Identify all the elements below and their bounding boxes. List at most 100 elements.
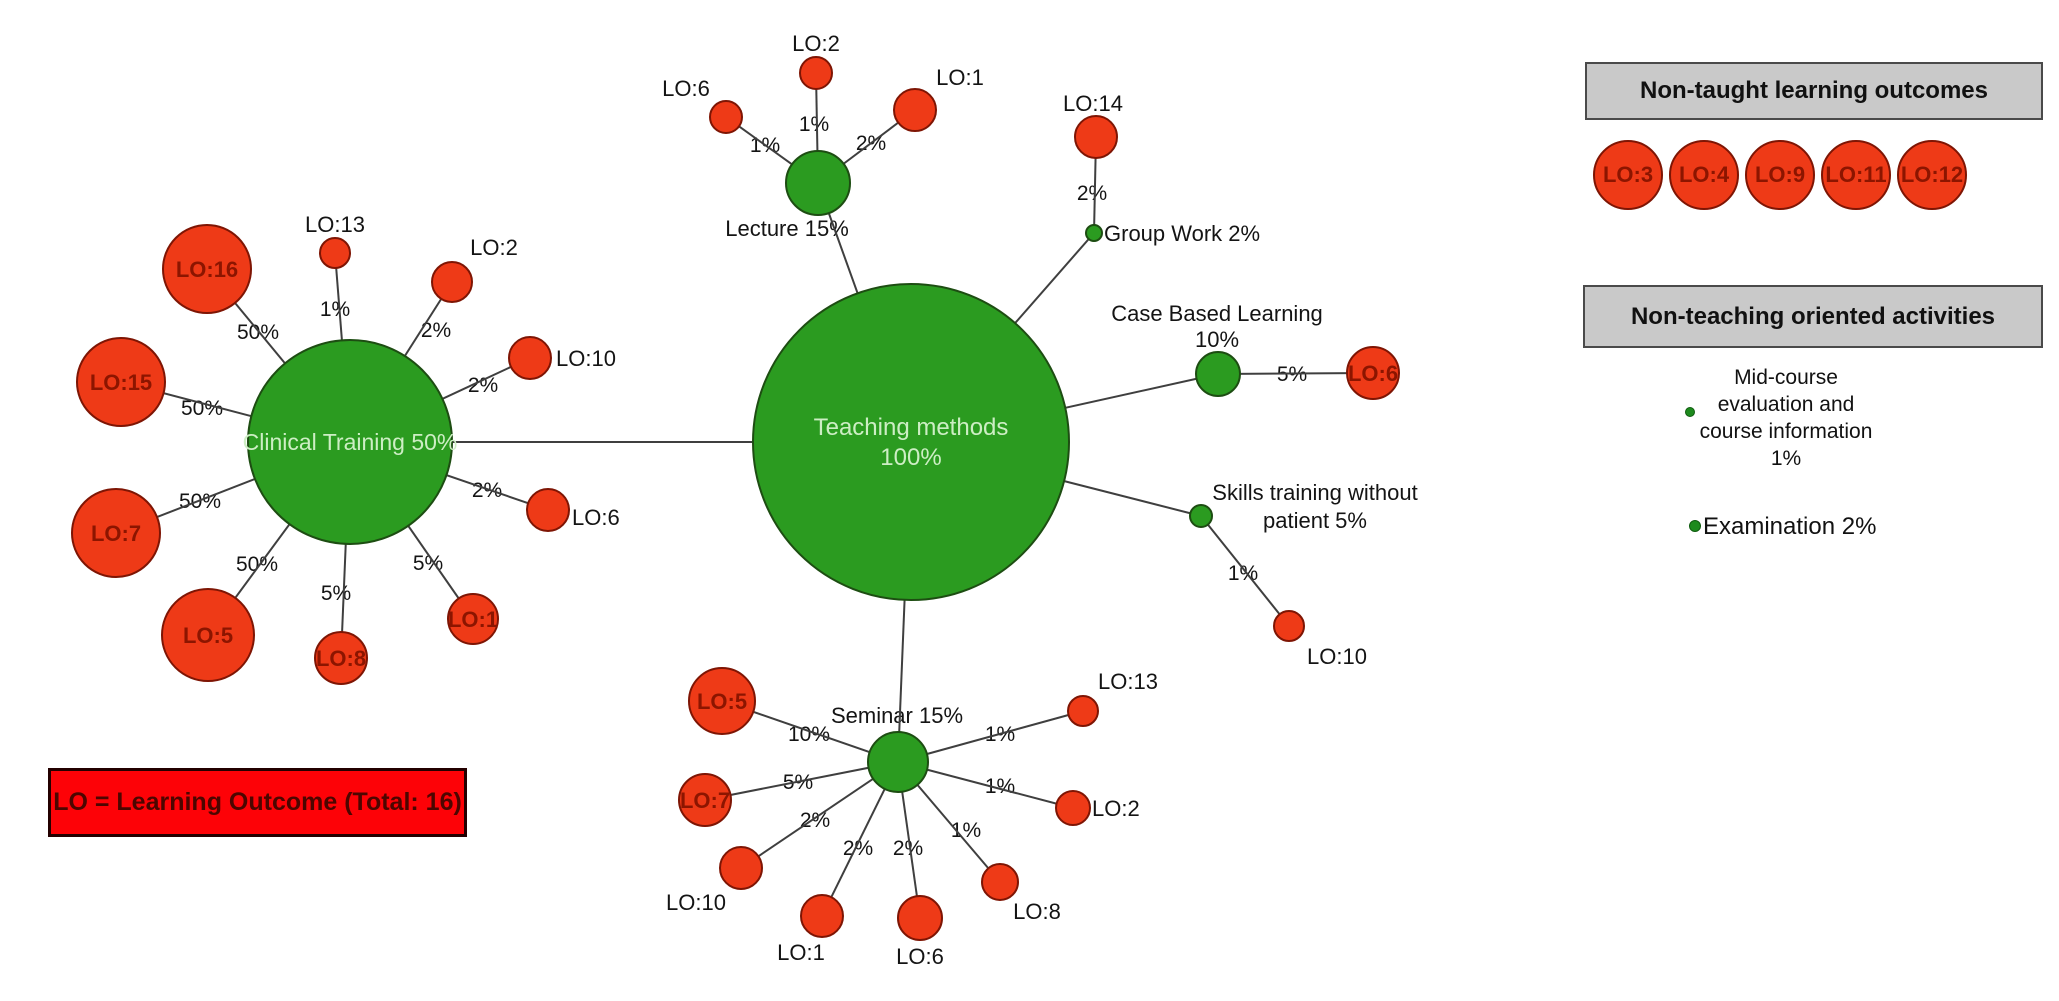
node-label-cbl: 10% [1195,327,1239,352]
node-inside-label-sem-lo5: LO:5 [697,689,747,714]
edge-weight-label: 5% [321,582,351,605]
edge-seminar-sem-lo10 [740,761,899,869]
edge-weight-label: 2% [800,809,830,832]
node-label-cbl: Case Based Learning [1111,301,1323,326]
edge-weight-label: 2% [893,837,923,860]
node-inside-label-sem-lo7: LO:7 [680,788,730,813]
non-taught-outcome-circle: LO:3 [1593,140,1663,210]
node-sem-lo1 [800,894,844,938]
node-label-skills: Skills training without [1212,480,1417,505]
node-label-sem-lo6: LO:6 [896,944,944,969]
node-label-cl-lo13: LO:13 [305,212,365,237]
node-inside-label-cl-lo5: LO:5 [183,623,233,648]
node-inside-label-clinical: Clinical Training 50% [243,429,458,455]
non-taught-outcome-circle: LO:9 [1745,140,1815,210]
node-inside-label-cl-lo1: LO:1 [448,607,498,632]
node-layer [71,56,1400,941]
node-label-sem-lo8: LO:8 [1013,899,1061,924]
mid-course-line: Mid-course [1734,366,1838,389]
non-teaching-activities-title: Non-teaching oriented activities [1630,302,1996,330]
node-inside-label-teaching: Teaching methods [814,414,1009,441]
node-label-groupwork: Group Work 2% [1104,221,1260,246]
node-sem-lo13 [1067,695,1099,727]
edge-weight-label: 50% [181,397,223,420]
non-taught-outcomes-title: Non-taught learning outcomes [1640,77,1988,104]
node-cl-lo5 [161,588,255,682]
node-inside-label-cl-lo15: LO:15 [90,370,152,395]
label-layer: 1%1%2%2%5%1%10%5%2%2%2%1%1%1%50%1%2%2%2%… [179,31,1418,969]
edge-weight-label: 1% [985,775,1015,798]
node-cl-lo15 [76,337,166,427]
non-teaching-activities-panel-header: Non-teaching oriented activities [1583,285,2043,348]
edge-seminar-sem-lo7 [704,761,899,801]
node-seminar [867,731,929,793]
non-taught-outcome-circle: LO:4 [1669,140,1739,210]
edge-weight-label: 5% [413,552,443,575]
node-sem-lo7 [678,773,732,827]
edge-weight-label: 1% [320,298,350,321]
mid-course-evaluation-label: Mid-course evaluation and course informa… [1697,364,1875,472]
node-cl-lo7 [71,488,161,578]
node-label-seminar: Seminar 15% [831,703,963,728]
node-cbl-lo6 [1346,346,1400,400]
node-label-sem-lo10: LO:10 [666,890,726,915]
node-sem-lo6 [897,895,943,941]
node-label-sem-lo13: LO:13 [1098,669,1158,694]
node-sem-lo8 [981,863,1019,901]
node-teaching [752,283,1070,601]
examination-label: Examination 2% [1703,513,1877,540]
node-lec-lo1 [893,88,937,132]
node-inside-label-teaching: 100% [880,444,941,471]
node-cl-lo8 [314,631,368,685]
node-cl-lo10 [508,336,552,380]
node-sem-lo2 [1055,790,1091,826]
edge-seminar-sem-lo13 [897,710,1084,763]
node-label-lec-lo2: LO:2 [792,31,840,56]
mid-course-line: evaluation and [1717,393,1855,416]
node-label-sem-lo1: LO:1 [777,940,825,965]
lo-abbreviation-note-text: LO = Learning Outcome (Total: 16) [53,788,462,816]
node-label-skills: patient 5% [1263,508,1367,533]
node-sem-lo5 [688,667,756,735]
node-inside-label-cbl-lo6: LO:6 [1348,361,1398,386]
non-taught-outcomes-list: LO:3 LO:4 LO:9 LO:11 LO:12 [1593,140,1967,210]
mid-course-evaluation-dot-icon [1685,407,1695,417]
node-label-gw-lo14: LO:14 [1063,91,1123,116]
node-label-sk-lo10: LO:10 [1307,644,1367,669]
node-inside-label-cl-lo8: LO:8 [316,646,366,671]
edge-weight-label: 50% [179,490,221,513]
edge-weight-label: 50% [237,321,279,344]
edge-weight-label: 2% [472,479,502,502]
node-label-cl-lo6: LO:6 [572,505,620,530]
node-sk-lo10 [1273,610,1305,642]
node-label-lec-lo6: LO:6 [662,76,710,101]
edge-skills-sk-lo10 [1200,515,1290,627]
inside-label-layer: Teaching methods 100% Clinical Training 50… [90,257,1398,813]
edge-weight-label: 2% [468,374,498,397]
node-lecture [785,150,851,216]
node-sem-lo10 [719,846,763,890]
mid-course-line: 1% [1770,447,1802,470]
node-cbl [1195,351,1241,397]
node-cl-lo16 [162,224,252,314]
node-lec-lo2 [799,56,833,90]
non-taught-outcome-circle: LO:12 [1897,140,1967,210]
node-cl-lo1 [447,593,499,645]
node-groupwork [1085,224,1103,242]
node-skills [1189,504,1213,528]
node-cl-lo13 [319,237,351,269]
node-inside-label-cl-lo16: LO:16 [176,257,238,282]
edge-weight-label: 2% [843,837,873,860]
edge-weight-label: 1% [799,113,829,136]
node-clinical [247,339,453,545]
node-label-cl-lo10: LO:10 [556,346,616,371]
node-label-lecture: Lecture 15% [725,216,849,241]
examination-dot-icon [1689,520,1701,532]
node-cl-lo2 [431,261,473,303]
lo-abbreviation-note-box: LO = Learning Outcome (Total: 16) [48,768,467,837]
edge-weight-label: 1% [951,819,981,842]
non-taught-outcomes-panel-header: Non-taught learning outcomes [1585,62,2043,120]
edge-weight-label: 50% [236,553,278,576]
